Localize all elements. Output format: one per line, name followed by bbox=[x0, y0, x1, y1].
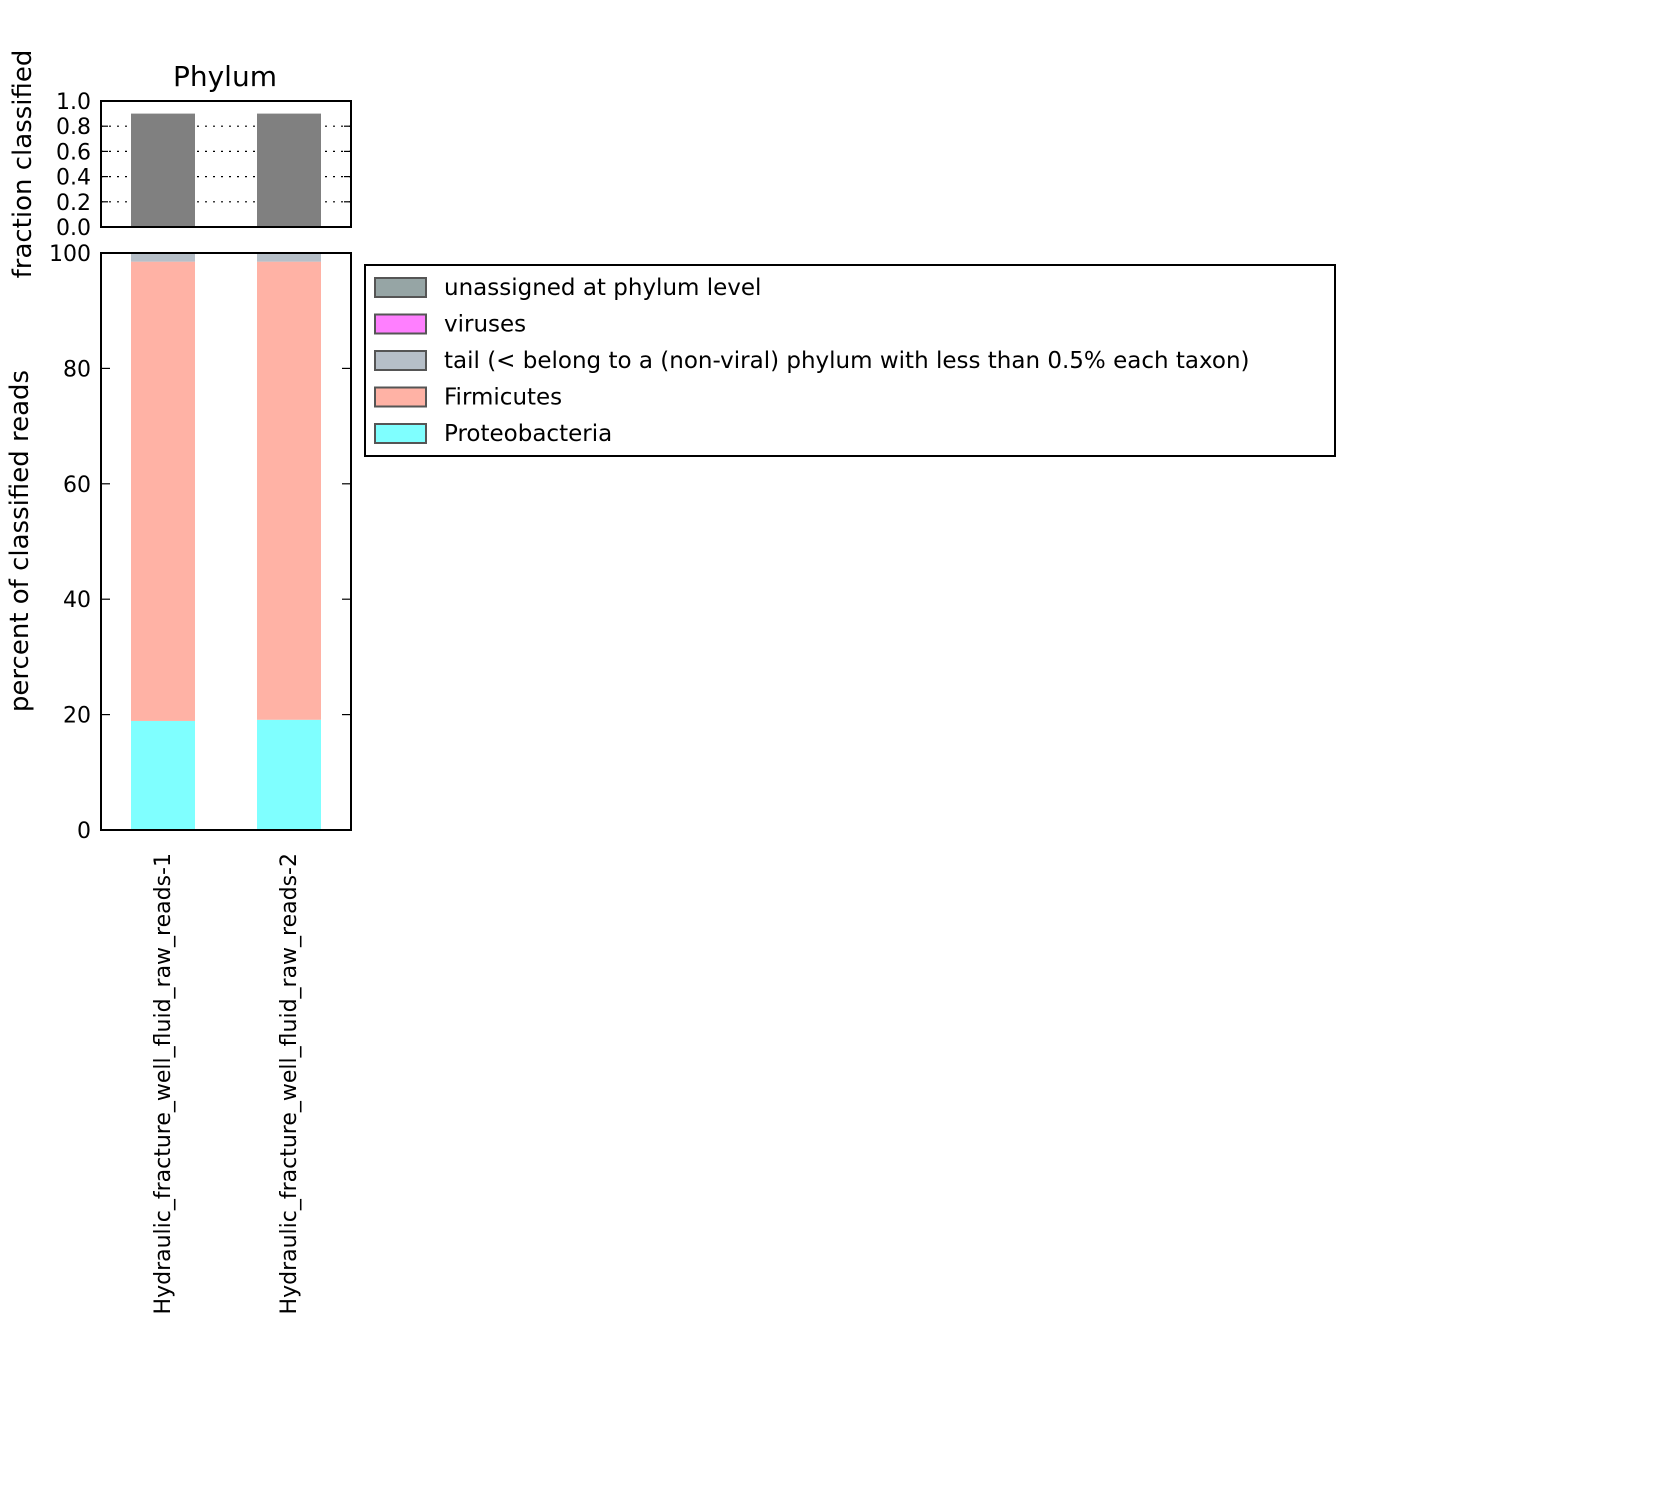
fraction-axes-frame bbox=[100, 100, 352, 228]
percent-y-axis-label: percent of classified reads bbox=[5, 370, 35, 712]
stacked-bar-segment bbox=[257, 261, 321, 720]
legend-swatch bbox=[374, 313, 427, 335]
percent-tick-label: 80 bbox=[63, 357, 91, 382]
fraction-bars bbox=[131, 113, 321, 227]
legend-entries: unassigned at phylum level viruses tail (<… bbox=[374, 275, 1250, 447]
fraction-tick-label: 1.0 bbox=[56, 90, 91, 115]
chart-title: Phylum bbox=[173, 60, 277, 93]
stacked-bar-segment bbox=[131, 261, 195, 721]
percent-reads-panel: 0 20 40 60 80 100 percent of classified reads… bbox=[5, 242, 352, 1314]
fraction-tick-label: 0.4 bbox=[56, 166, 91, 191]
sample-label: Hydraulic_fracture_well_fluid_raw_reads-… bbox=[277, 853, 302, 1314]
percent-tick-label: 40 bbox=[63, 588, 91, 613]
fraction-bar bbox=[257, 113, 321, 227]
fraction-classified-panel: Phylum 0.00.20.40.60.81.0 fraction class… bbox=[8, 50, 352, 279]
fraction-tick-label: 0.0 bbox=[56, 216, 91, 241]
percent-stacked-bars bbox=[131, 253, 321, 830]
sample-x-tick-labels: Hydraulic_fracture_well_fluid_raw_reads-… bbox=[151, 853, 302, 1314]
legend: unassigned at phylum level viruses tail (<… bbox=[364, 264, 1336, 457]
legend-frame bbox=[364, 264, 1336, 457]
fraction-bar bbox=[131, 113, 195, 227]
legend-label: unassigned at phylum level bbox=[444, 275, 761, 301]
legend-label: Proteobacteria bbox=[444, 421, 612, 447]
fraction-tick-label: 0.8 bbox=[56, 115, 91, 140]
stacked-bar-segment bbox=[257, 253, 321, 262]
legend-label: Firmicutes bbox=[444, 385, 562, 411]
stacked-bar-segment bbox=[257, 719, 321, 830]
legend-label: tail (< belong to a (non-viral) phylum w… bbox=[444, 348, 1250, 374]
percent-tick-label: 100 bbox=[49, 242, 91, 267]
fraction-tick-label: 0.6 bbox=[56, 140, 91, 165]
percent-tick-label: 0 bbox=[77, 819, 91, 844]
stacked-bar-segment bbox=[131, 253, 195, 262]
percent-tick-label: 20 bbox=[63, 704, 91, 729]
fraction-y-axis-label: fraction classified bbox=[8, 50, 38, 279]
fraction-tick-label: 0.2 bbox=[56, 191, 91, 216]
stacked-bar-segment bbox=[131, 720, 195, 830]
legend-swatch bbox=[374, 423, 427, 444]
percent-tick-label: 60 bbox=[63, 473, 91, 498]
fraction-y-ticks: 0.00.20.40.60.81.0 bbox=[56, 90, 351, 241]
legend-label: viruses bbox=[444, 312, 526, 338]
legend-swatch bbox=[374, 350, 427, 371]
percent-axes-frame bbox=[100, 252, 352, 831]
legend-swatch bbox=[374, 277, 427, 298]
legend-swatch bbox=[374, 386, 427, 408]
sample-label: Hydraulic_fracture_well_fluid_raw_reads-… bbox=[151, 853, 176, 1314]
